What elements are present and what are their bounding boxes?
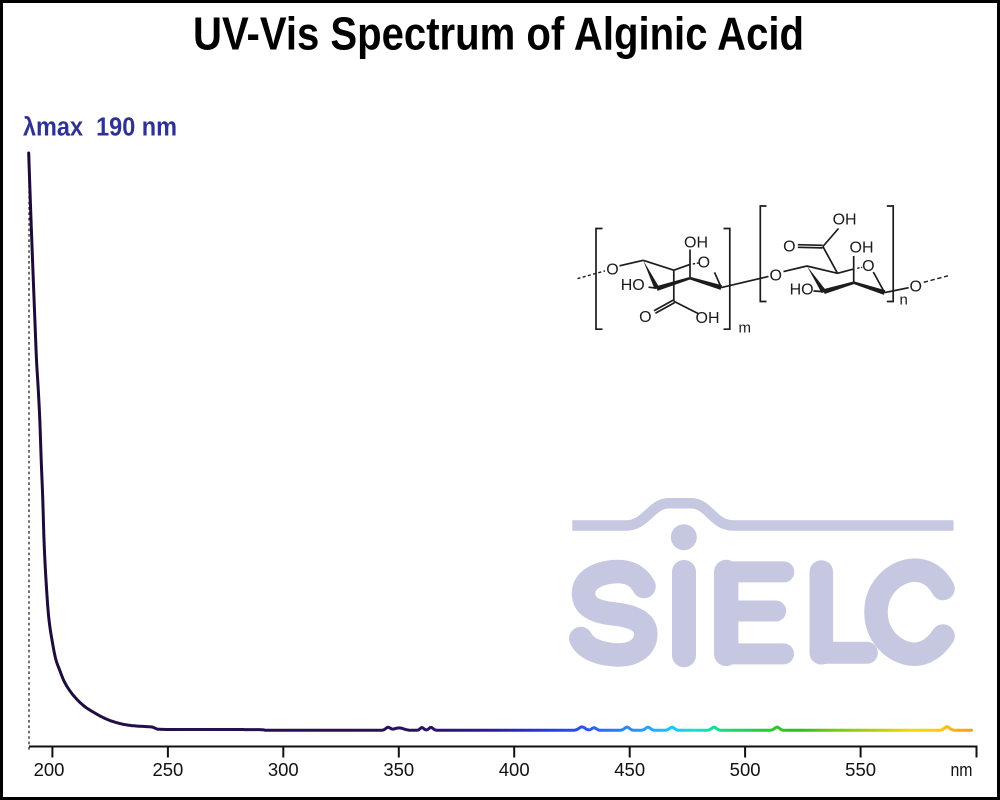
svg-text:m: m (739, 320, 752, 337)
svg-text:400: 400 (499, 759, 530, 780)
svg-text:500: 500 (730, 759, 761, 780)
svg-text:OH: OH (850, 240, 874, 257)
svg-text:n: n (900, 292, 908, 309)
svg-text:300: 300 (268, 759, 299, 780)
svg-text:O: O (606, 262, 618, 279)
svg-text:550: 550 (845, 759, 876, 780)
svg-text:O: O (698, 255, 710, 272)
svg-text:OH: OH (696, 310, 720, 327)
svg-text:HO: HO (790, 282, 814, 299)
svg-text:350: 350 (383, 759, 414, 780)
svg-text:OH: OH (684, 235, 708, 252)
svg-text:λmax 190 nm: λmax 190 nm (23, 114, 177, 142)
svg-text:nm: nm (951, 759, 973, 780)
svg-text:O: O (783, 239, 795, 256)
svg-text:O: O (862, 258, 874, 275)
svg-text:O: O (909, 279, 921, 296)
svg-text:450: 450 (614, 759, 645, 780)
svg-text:HO: HO (621, 277, 645, 294)
svg-text:UV-Vis Spectrum of Alginic Aci: UV-Vis Spectrum of Alginic Acid (193, 8, 804, 60)
svg-text:O: O (769, 267, 781, 284)
svg-text:250: 250 (152, 759, 183, 780)
svg-text:O: O (639, 309, 651, 326)
svg-text:OH: OH (833, 211, 857, 228)
svg-text:200: 200 (34, 759, 65, 780)
